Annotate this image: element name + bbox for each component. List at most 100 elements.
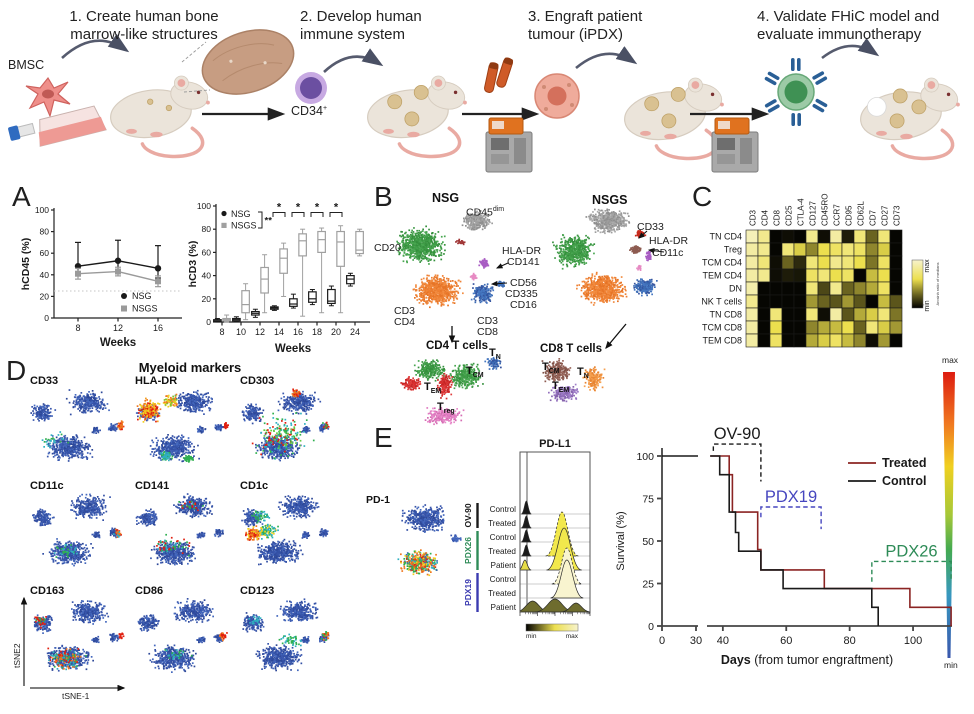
svg-text:8: 8 <box>219 327 224 337</box>
heatmap-colorbar-min: min <box>924 300 931 311</box>
hcd3-ylabel: hCD3 (%) <box>188 241 199 288</box>
ridge-row-label: Control <box>490 533 517 542</box>
panel-c-letter: C <box>692 181 713 212</box>
heatmap-row-label: TCM CD8 <box>702 323 742 333</box>
cd8-subset-tsne-plot <box>541 358 606 403</box>
cluster-label-cd56: CD56 <box>510 277 537 289</box>
ridge-row-label: Control <box>490 505 517 514</box>
mouse-3 <box>619 76 727 161</box>
tcell-subset-label: TEM <box>552 380 570 395</box>
svg-text:0: 0 <box>206 317 211 327</box>
panel-e-letter: E <box>374 422 393 453</box>
heatmap-row-label: TEM CD8 <box>702 336 742 346</box>
tcell-subset-label: Treg <box>437 401 455 416</box>
cd8-tcells-title: CD8 T cells <box>540 343 602 355</box>
heatmap-row-label: TN CD4 <box>709 232 742 242</box>
mouse-1 <box>105 74 213 159</box>
heatmap-row-label: NK T cells <box>701 297 742 307</box>
heatmap-col-label: CD3 <box>749 209 758 226</box>
svg-text:80: 80 <box>202 224 212 234</box>
marker-label-cd303: CD303 <box>240 375 275 387</box>
ridge-colorbar-min: min <box>526 633 537 640</box>
nsgs-title: NSGS <box>592 193 628 207</box>
svg-text:0: 0 <box>44 313 49 323</box>
heatmap-col-label: CD95 <box>845 205 854 226</box>
heatmap-colorbar-caption: Arcsinh ratio of medians <box>935 263 940 306</box>
cd4-tcells-title: CD4 T cells <box>426 340 488 352</box>
svg-text:18: 18 <box>312 327 322 337</box>
marker-label-hla-dr: HLA-DR <box>135 375 178 387</box>
curved-arrow-4 <box>821 37 880 60</box>
cd4-subset-tsne-plot <box>400 356 502 426</box>
panel-a-letter: A <box>12 181 31 212</box>
tcell-subset-label: TCM <box>466 365 484 380</box>
myeloid-markers-title: Myeloid markers <box>138 360 242 375</box>
ridge-row-label: Treated <box>488 589 516 598</box>
svg-text:40: 40 <box>202 271 212 281</box>
nsgs-tsne-plot <box>552 208 658 306</box>
heatmap-row-label: TCM CD4 <box>702 258 742 268</box>
legend-nsg: NSG <box>132 291 152 301</box>
heatmap-row-label: TN CD8 <box>709 310 742 320</box>
ridge-row-label: Treated <box>488 519 516 528</box>
svg-text:80: 80 <box>40 227 50 237</box>
heatmap-col-label: CD25 <box>785 205 794 226</box>
sig-star: * <box>334 202 339 214</box>
heatmap-col-label: CD8 <box>773 209 782 226</box>
cd34-cell-icon <box>295 72 327 104</box>
d-colorbar-max-label: max <box>942 355 959 365</box>
tsne-plot-cd303 <box>241 388 330 462</box>
legend-control: Control <box>882 474 926 488</box>
bmsc-label: BMSC <box>8 58 45 72</box>
svg-text:16: 16 <box>293 327 303 337</box>
annotation-OV-90: OV-90 <box>714 426 761 443</box>
rainbow-colorbar <box>943 372 955 658</box>
marker-label-cd163: CD163 <box>30 585 65 597</box>
curved-arrow-1 <box>61 33 130 59</box>
marker-label-cd33: CD33 <box>30 375 59 387</box>
ridge-row-label: Patient <box>491 603 517 612</box>
ridge-group-PDX26: PDX26 <box>463 537 473 564</box>
nsg-title: NSG <box>432 191 460 205</box>
tsne-plot-cd163 <box>33 600 125 672</box>
sig-star: * <box>277 202 282 214</box>
bone-marrow-implant-inset <box>201 29 295 95</box>
d-yaxis-label: tSNE2 <box>12 643 22 668</box>
svg-text:24: 24 <box>350 327 360 337</box>
legend-treated: Treated <box>882 456 926 470</box>
workflow-illustration <box>8 29 963 173</box>
cluster-label-cd3: CD3 <box>394 305 416 317</box>
marker-label-cd123: CD123 <box>240 585 275 597</box>
heatmap-row-label: DN <box>729 284 742 294</box>
svg-text:60: 60 <box>40 248 50 258</box>
svg-text:100: 100 <box>35 205 49 215</box>
pd1-label: PD-1 <box>366 494 390 506</box>
svg-text:12: 12 <box>255 327 265 337</box>
panel-b-letter: B <box>374 181 393 212</box>
svg-text:20: 20 <box>40 291 50 301</box>
tsne-plot-cd1c <box>241 495 329 566</box>
blood-tubes-icon <box>484 57 514 93</box>
hcd45-line-chart: 0 20 40 60 80 100 8 12 16 NSG NSGS hCD45 (%) Weeks <box>20 205 182 349</box>
curved-arrow-2 <box>323 48 384 73</box>
heatmap-col-label: CD127 <box>809 201 818 226</box>
sig-star: * <box>315 202 320 214</box>
heatmap-col-label: CCR7 <box>833 204 842 226</box>
mouse-2 <box>362 74 470 159</box>
survival-xlabel: Days (from tumor engraftment) <box>721 653 893 667</box>
marker-label-cd141: CD141 <box>135 480 170 492</box>
step-4-title: 4. Validate FHiC model and evaluate immu… <box>757 8 940 44</box>
tcell-subset-label: TEM <box>424 381 442 396</box>
ridge-group-PDX19: PDX19 <box>463 579 473 606</box>
pdl1-ridge-chart: PD-L1 Control Treated Control Treated Patient… <box>463 438 591 640</box>
cluster-label-cd8: CD8 <box>477 326 499 338</box>
legend-sig: ** <box>265 216 273 227</box>
heatmap-col-label: CD73 <box>893 205 902 226</box>
ridge-row-label: Control <box>490 575 517 584</box>
svg-text:20: 20 <box>331 327 341 337</box>
survival-ylabel: Survival (%) <box>615 511 627 570</box>
marker-label-cd11c: CD11c <box>30 480 64 492</box>
annotation-PDX19: PDX19 <box>765 488 817 506</box>
tcell-subset-label: TN <box>489 347 501 362</box>
